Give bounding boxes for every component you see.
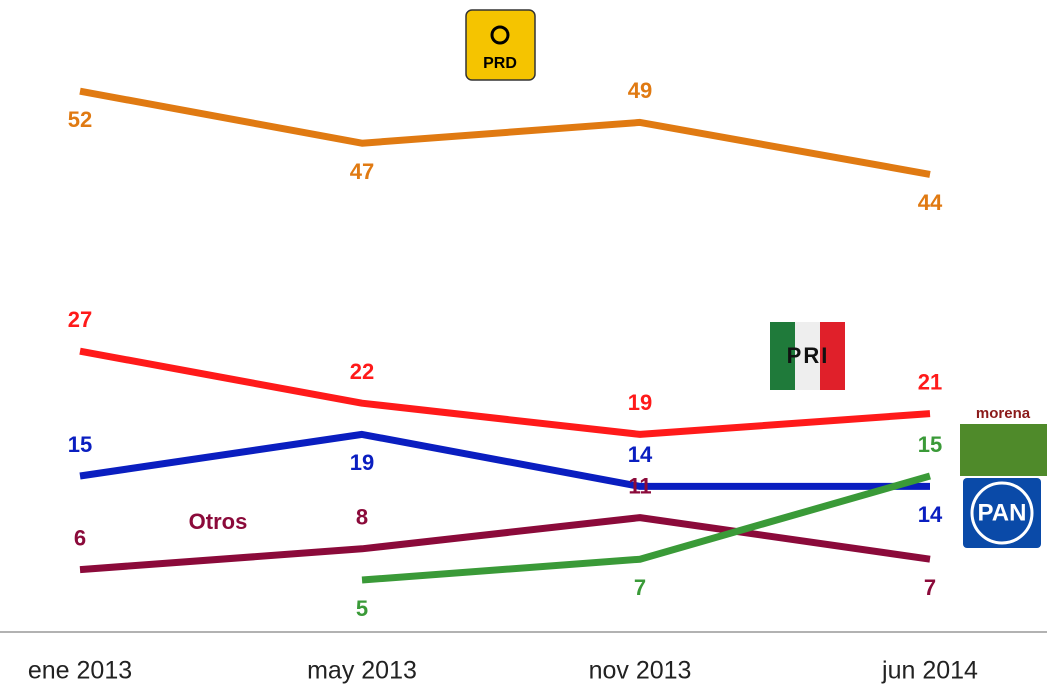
data-label: 27 [68,307,92,332]
data-label: 5 [356,596,368,621]
data-label: 14 [628,442,653,467]
series-label: Otros [189,509,248,534]
logo-box [465,9,536,81]
logo-text: PAN [978,499,1027,526]
data-label: 7 [634,575,646,600]
logo-red [820,322,845,390]
data-label: 44 [918,190,943,215]
data-label: 19 [350,450,374,475]
data-label: 19 [628,390,652,415]
logo-ring [970,481,1034,545]
series-line [79,347,931,438]
logo-pan: PAN [963,478,1041,548]
series-line [79,514,931,574]
data-label: 47 [350,159,374,184]
logo-pri: PRI [770,322,845,390]
x-tick-label: may 2013 [307,657,417,685]
data-label: 14 [918,502,943,527]
x-tick-label: nov 2013 [589,657,692,685]
logo-text: PRI [787,343,830,368]
logo-morena: morena [960,405,1047,476]
logo-text: PRD [483,55,517,72]
logo-sun [490,25,510,45]
data-label: 15 [68,432,92,457]
data-label: 22 [350,359,374,384]
logo-white [795,322,820,390]
series-line [361,472,931,584]
data-label: 6 [74,525,86,550]
series-line [79,87,931,178]
data-label: 52 [68,107,92,132]
data-label: 49 [628,78,652,103]
logo-box [963,478,1041,548]
x-tick-label: ene 2013 [28,657,132,685]
data-label: 8 [356,505,368,530]
series-line [79,430,930,490]
data-label: 21 [918,369,942,394]
x-tick-label: jun 2014 [881,657,978,685]
data-label: 15 [918,432,942,457]
data-label: 11 [628,473,651,498]
logo-text: morena [976,405,1031,422]
logo-green [770,322,795,390]
data-label: 7 [924,575,936,600]
logo-eagle [960,424,1047,476]
logo-prd: PRD [465,9,536,81]
